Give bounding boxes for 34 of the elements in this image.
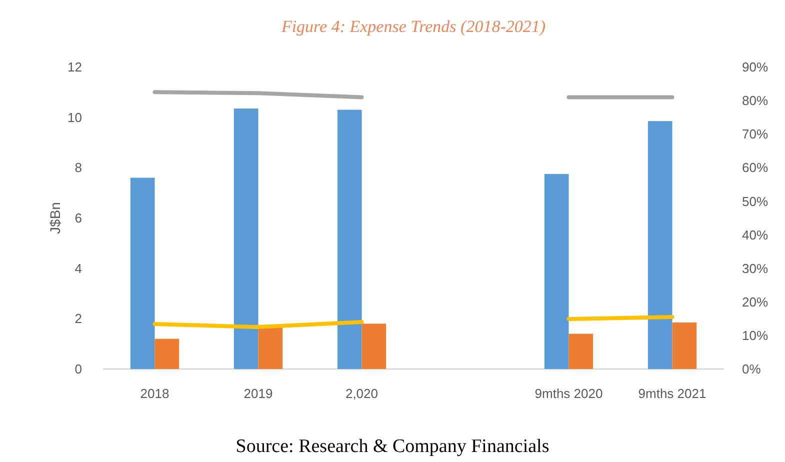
x-tick-label: 2018 [140,386,170,401]
bar [362,324,386,369]
y2-tick-label: 40% [742,227,768,242]
bar [544,174,569,369]
x-tick-label: 9mths 2020 [534,386,603,401]
bar [672,322,697,369]
y2-tick-label: 80% [742,93,768,108]
y-tick-label: 12 [68,60,82,75]
bar [130,178,155,369]
y-tick-label: 2 [74,311,82,326]
chart-title: Figure 4: Expense Trends (2018-2021) [280,17,546,36]
bar [337,110,362,369]
y2-tick-label: 30% [742,260,768,276]
source-note: Source: Research & Company Financials [236,436,550,457]
bar [234,108,258,369]
y-axis-title: J$Bn [47,202,63,234]
y-tick-label: 8 [74,160,82,176]
y2-tick-label: 10% [742,328,768,343]
y2-tick-label: 0% [742,362,762,377]
x-tick-label: 2019 [244,386,273,401]
y2-tick-label: 70% [742,126,768,142]
y-tick-label: 6 [74,210,82,226]
y-tick-label: 0 [74,362,82,377]
bar [568,334,594,369]
y2-tick-label: 90% [742,60,768,75]
y2-tick-label: 20% [742,294,768,310]
y-tick-label: 4 [74,260,82,276]
y2-tick-label: 60% [742,160,768,176]
bar [154,338,180,369]
x-tick-label: 9mths 2021 [638,386,706,401]
y2-tick-label: 50% [742,194,768,209]
x-tick-label: 2,020 [345,386,378,401]
bar [648,121,672,369]
y-tick-label: 10 [68,110,82,125]
